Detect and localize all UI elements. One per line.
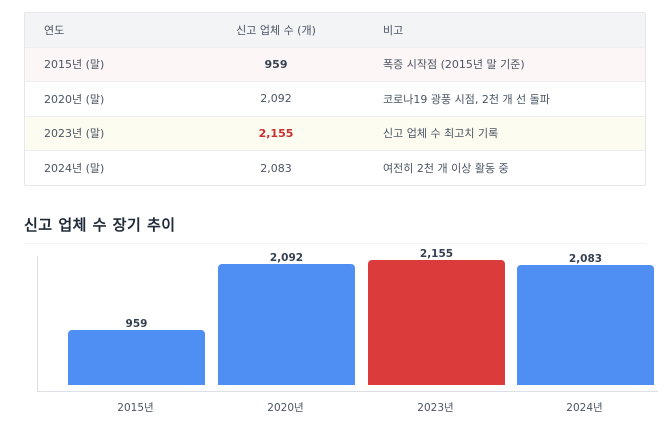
bar-2020년: 2,092 [218, 252, 355, 385]
header-note: 비고 [383, 23, 404, 37]
cell-note: 신고 업체 수 최고치 기록 [335, 115, 645, 151]
bar-2015년: 959 [68, 318, 205, 385]
table-row: 2020년 (말) 2,092 코로나19 광풍 시점, 2천 개 선 돌파 [25, 81, 645, 116]
cell-count: 959 [217, 46, 335, 82]
chart-title: 신고 업체 수 장기 추이 [24, 216, 176, 234]
cell-year: 2015년 (말) [25, 46, 217, 82]
cell-note: 코로나19 광풍 시점, 2천 개 선 돌파 [335, 81, 645, 116]
header-year: 연도 [44, 23, 65, 37]
table-header-row: 연도 신고 업체 수 (개) 비고 [25, 13, 645, 47]
plot-area: 959 2,092 2,155 2,083 [37, 248, 658, 392]
x-axis-label: 2015년 [117, 402, 154, 414]
bar-value-label: 2,155 [419, 248, 454, 260]
table-row: 2024년 (말) 2,083 여전히 2천 개 이상 활동 중 [25, 150, 645, 185]
cell-note: 폭증 시작점 (2015년 말 기준) [335, 46, 645, 82]
bar-value-label: 2,083 [568, 253, 603, 265]
x-axis-label: 2024년 [566, 402, 603, 414]
bar-chart: 959 2,092 2,155 2,083 2015년 2020년 2023년 2024년 [0, 248, 670, 426]
bar-value-label: 959 [125, 318, 148, 330]
x-axis-label: 2023년 [417, 402, 454, 414]
bar-value-label: 2,092 [269, 252, 304, 264]
header-count: 신고 업체 수 (개) [236, 23, 316, 37]
cell-count-max: 2,155 [217, 115, 335, 151]
cell-year: 2023년 (말) [25, 115, 217, 151]
cell-year: 2020년 (말) [25, 81, 217, 116]
data-table: 연도 신고 업체 수 (개) 비고 2015년 (말) 959 폭증 시작점 (… [24, 12, 646, 186]
table-row: 2023년 (말) 2,155 신고 업체 수 최고치 기록 [25, 115, 645, 151]
title-divider [24, 243, 646, 244]
bar-2023년: 2,155 [368, 248, 505, 385]
cell-count: 2,092 [217, 81, 335, 116]
cell-note: 여전히 2천 개 이상 활동 중 [335, 150, 645, 185]
table-row: 2015년 (말) 959 폭증 시작점 (2015년 말 기준) [25, 46, 645, 82]
x-axis-label: 2020년 [267, 402, 304, 414]
cell-year: 2024년 (말) [25, 150, 217, 185]
bar-2024년: 2,083 [517, 253, 654, 385]
cell-count: 2,083 [217, 150, 335, 185]
